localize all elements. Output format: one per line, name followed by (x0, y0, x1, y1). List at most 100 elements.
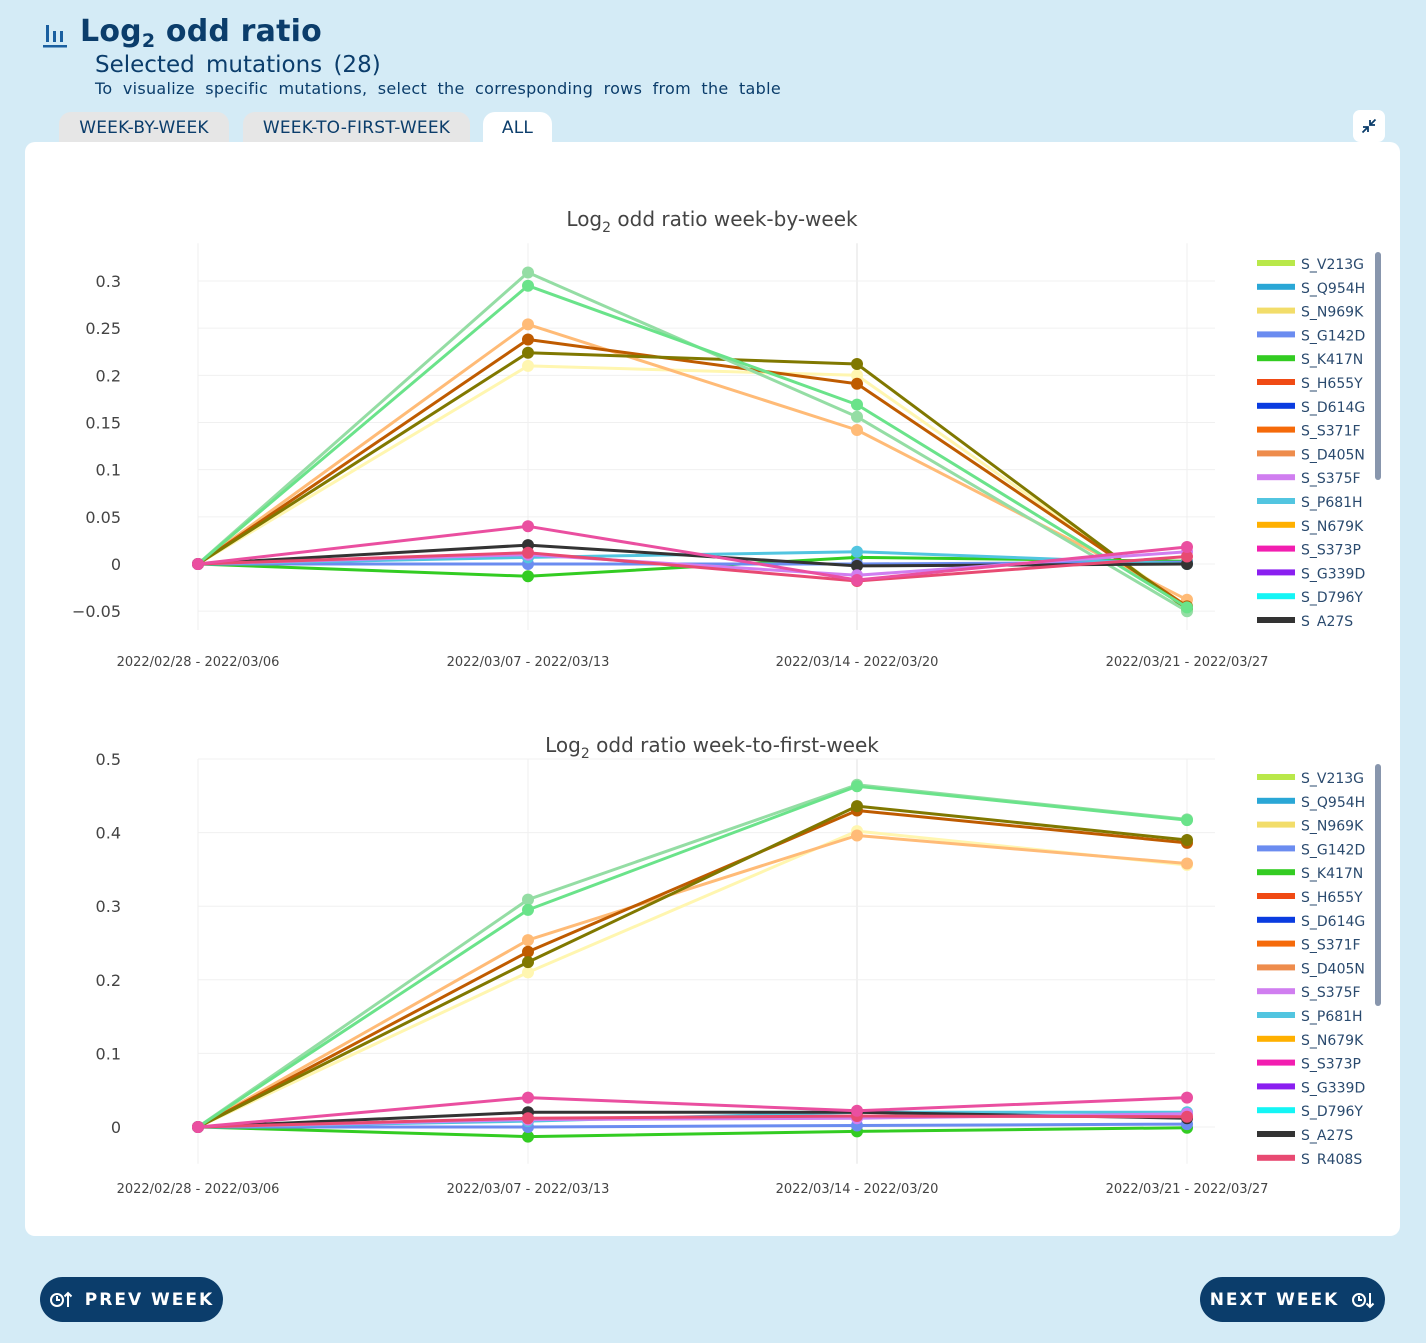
legend-label: S_P681H (1301, 495, 1363, 511)
data-point (1181, 550, 1193, 563)
x-tick-label: 2022/03/21 - 2022/03/27 (1106, 1182, 1269, 1197)
legend-scrollbar[interactable] (1375, 764, 1381, 1006)
legend-swatch (1257, 964, 1295, 971)
chart-week-to-first-week: Log2 odd ratio week-to-first-week 0 0.1 0.2… (96, 733, 1381, 1197)
data-point (522, 934, 534, 947)
data-point (851, 377, 863, 390)
data-point (522, 1112, 534, 1125)
data-point (522, 570, 534, 583)
legend-swatch (1257, 355, 1295, 362)
tab-all[interactable]: ALL (483, 112, 552, 143)
data-point (522, 966, 534, 979)
data-point (522, 266, 534, 279)
legend-scrollbar[interactable] (1375, 252, 1381, 480)
x-tick-label: 2022/03/07 - 2022/03/13 (447, 1182, 610, 1197)
legend-label: S_D614G (1301, 914, 1365, 930)
page-title: Log2 odd ratio (80, 14, 322, 52)
legend-label: S_D614G (1301, 400, 1365, 416)
data-point (851, 424, 863, 436)
data-point (522, 903, 534, 916)
x-tick-label: 2022/03/21 - 2022/03/27 (1106, 655, 1269, 670)
series-line (197, 284, 1188, 609)
x-tick-label: 2022/03/07 - 2022/03/13 (447, 655, 610, 670)
legend-swatch (1257, 988, 1295, 995)
series-line (197, 804, 1188, 1129)
y-tick-label: 0.2 (96, 971, 121, 990)
legend-swatch (1257, 1131, 1295, 1137)
legend-swatch (1257, 593, 1295, 600)
collapse-button[interactable] (1353, 110, 1385, 142)
legend-label: S_G339D (1301, 566, 1365, 582)
selected-mutations-count: Selected mutations (28) (95, 52, 381, 78)
data-point (1181, 814, 1193, 827)
data-point (522, 945, 534, 958)
legend-label: S_G142D (1301, 328, 1365, 344)
legend-label: S_D796Y (1301, 1104, 1363, 1120)
legend-swatch (1257, 283, 1295, 290)
legend-swatch (1257, 307, 1295, 314)
legend-label: S_K417N (1301, 866, 1363, 882)
y-tick-label: 0.25 (85, 319, 121, 338)
y-tick-label: 0.4 (96, 824, 121, 843)
prev-week-label: PREV WEEK (84, 1289, 215, 1310)
data-point (851, 574, 863, 586)
data-point (851, 800, 863, 813)
x-tick-label: 2022/02/28 - 2022/03/06 (117, 1182, 280, 1197)
legend-label: S_S371F (1301, 424, 1361, 440)
legend-swatch (1257, 260, 1295, 266)
legend-label: S_S373P (1301, 1057, 1361, 1073)
series-line (197, 783, 1188, 1129)
legend-label: S_S375F (1301, 471, 1361, 487)
data-point (1181, 1091, 1193, 1104)
data-point (1181, 601, 1193, 614)
y-tick-label: 0.3 (96, 897, 121, 916)
legend-label: S_P681H (1301, 1009, 1363, 1025)
data-point (1181, 541, 1193, 553)
legend-label: S_N679K (1301, 519, 1364, 535)
legend-swatch (1257, 1154, 1295, 1161)
data-point (522, 1130, 534, 1143)
legend-swatch (1257, 474, 1295, 481)
data-point (522, 279, 534, 292)
series-line (198, 1122, 1188, 1129)
legend-swatch (1257, 379, 1295, 385)
x-tick-label: 2022/02/28 - 2022/03/06 (117, 655, 280, 670)
legend-label: S_D405N (1301, 447, 1365, 463)
legend-swatch (1257, 641, 1295, 647)
data-point (851, 358, 863, 370)
data-point (851, 780, 863, 793)
y-tick-label: 0.05 (85, 508, 121, 527)
legend-label: S_A27S (1301, 1128, 1353, 1144)
legend-swatch (1257, 498, 1295, 504)
prev-week-icon (49, 1291, 73, 1307)
legend: S_V213G S_Q954H S_N969K S_G142D S_K417N S_H65… (1257, 771, 1365, 1164)
data-point (192, 558, 204, 570)
legend-swatch (1257, 774, 1295, 780)
next-week-icon (1352, 1292, 1375, 1308)
tab-week-to-first-week[interactable]: WEEK-TO-FIRST-WEEK (243, 112, 470, 143)
legend: S_V213G S_Q954H S_N969K S_G142D S_K417N S_H65… (1257, 257, 1365, 647)
next-week-button[interactable]: NEXT WEEK (1200, 1277, 1385, 1322)
data-point (851, 545, 863, 558)
legend-label: S_Q954H (1301, 795, 1365, 811)
data-point (1181, 1110, 1193, 1123)
legend-swatch (1257, 617, 1295, 623)
tab-week-by-week[interactable]: WEEK-BY-WEEK (59, 112, 229, 143)
charts-card: Log2 odd ratio week-by-week −0.05 0 0.05 0.1… (25, 142, 1400, 1236)
data-point (851, 369, 863, 382)
y-tick-label: 0 (111, 555, 121, 574)
series-line (197, 784, 1188, 1129)
y-tick-label: 0.5 (96, 750, 121, 769)
legend-swatch (1257, 1107, 1295, 1114)
data-point (851, 398, 863, 411)
legend-swatch (1257, 916, 1295, 923)
legend-label: S_G142D (1301, 842, 1365, 858)
legend-label: S_N969K (1301, 305, 1364, 321)
legend-label: S_H655Y (1301, 376, 1363, 392)
data-point (851, 559, 863, 572)
legend-label: S_Q954H (1301, 281, 1365, 297)
series-line (197, 1114, 1188, 1129)
prev-week-button[interactable]: PREV WEEK (40, 1277, 223, 1322)
data-point (1181, 857, 1193, 870)
instruction-text: To visualize specific mutations, select … (95, 79, 781, 98)
